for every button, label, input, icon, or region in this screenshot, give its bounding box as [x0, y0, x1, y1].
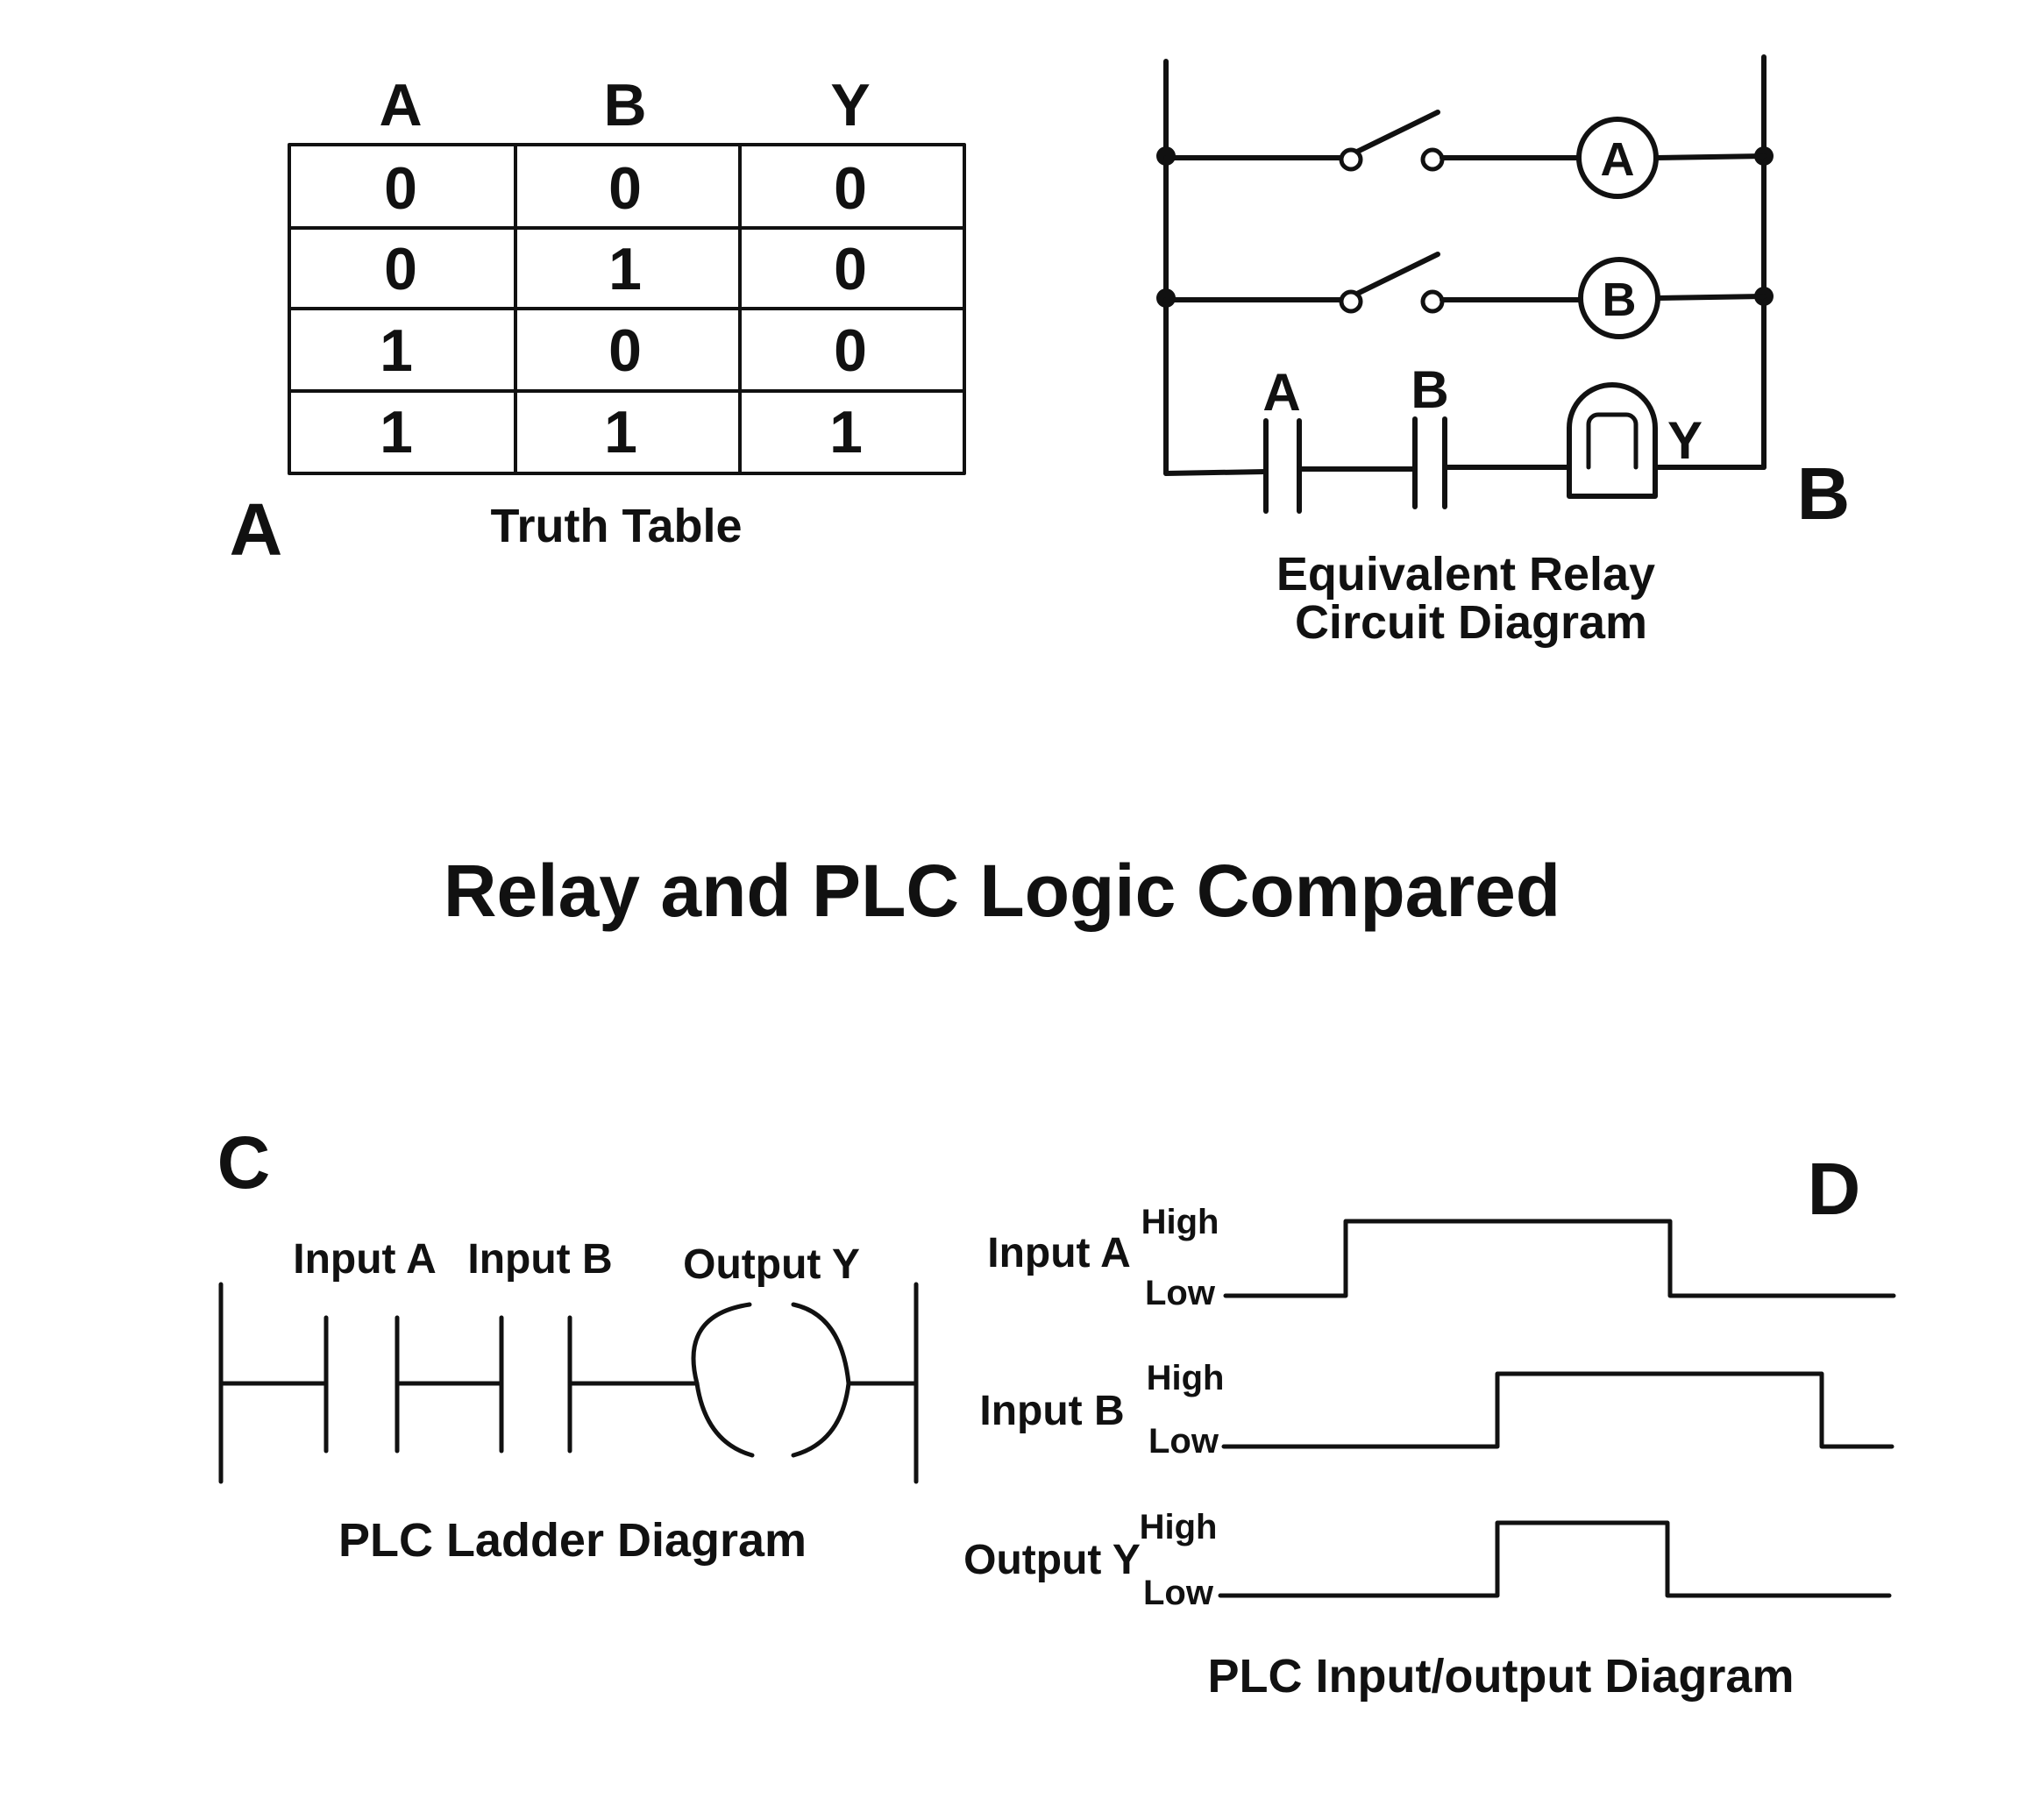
truth-table-cell: 0 [384, 155, 417, 222]
switch-terminal [1339, 147, 1363, 172]
lamp-y-label: Y [1667, 411, 1703, 470]
truth-table-header-a: A [379, 72, 422, 139]
ladder-caption: PLC Ladder Diagram [338, 1514, 807, 1567]
relay-contact-b-label: B [1411, 360, 1448, 419]
ladder-diagram-panel: C Input A Input B Output Y PLC Ladder Di… [217, 1121, 919, 1567]
truth-table-cell: 0 [384, 236, 417, 302]
relay-coil-b-label: B [1603, 274, 1637, 326]
relay-rung-3 [1163, 382, 1767, 514]
truth-table-cell: 0 [834, 236, 867, 302]
switch-terminal [1420, 147, 1445, 172]
switch-terminal [1420, 289, 1445, 314]
ladder-output-y-label: Output Y [683, 1241, 860, 1288]
truth-table-cell: 1 [380, 399, 413, 466]
page-title: Relay and PLC Logic Compared [444, 850, 1560, 932]
truth-table-grid [288, 143, 966, 475]
truth-table-cell: 1 [829, 399, 863, 466]
ladder-coil-y-left [691, 1302, 755, 1458]
signal-output-y-waveform [1218, 1520, 1892, 1598]
signal-output-y-label: Output Y [963, 1537, 1141, 1583]
wire [1163, 469, 1269, 476]
truth-table-cell: 0 [834, 155, 867, 222]
signal-input-a-waveform [1223, 1219, 1896, 1298]
truth-table-cell: 0 [608, 317, 642, 384]
switch-a-blade [1354, 110, 1440, 154]
signal-high-label: High [1147, 1359, 1225, 1397]
ladder-input-a-label: Input A [293, 1236, 437, 1283]
relay-coil-a-label: A [1601, 133, 1635, 186]
truth-table-cell: 1 [380, 317, 413, 384]
truth-table-caption: Truth Table [490, 500, 742, 552]
relay-circuit-panel: A B A B Y B [1156, 54, 1851, 649]
lamp-icon [1567, 382, 1658, 499]
io-diagram-panel: D Input A High Low Input B High Low Outp… [963, 1148, 1896, 1703]
ladder-input-b-label: Input B [467, 1236, 612, 1283]
signal-low-label: Low [1143, 1574, 1214, 1612]
wire [1653, 153, 1767, 160]
relay-caption-line-2: Circuit Diagram [1295, 596, 1647, 649]
truth-table-cell: 1 [608, 236, 642, 302]
panel-letter-d: D [1808, 1148, 1861, 1230]
signal-input-a-label: Input A [987, 1230, 1131, 1276]
truth-table-cell: 0 [608, 155, 642, 222]
truth-table-cell: 0 [834, 317, 867, 384]
wire [1655, 294, 1767, 301]
panel-letter-b: B [1797, 452, 1851, 535]
lamp-filament [1586, 412, 1639, 470]
truth-table-header-b: B [603, 72, 646, 139]
panel-letter-a: A [230, 488, 283, 571]
relay-contact-a-label: A [1262, 363, 1300, 422]
signal-input-b-label: Input B [979, 1388, 1124, 1434]
relay-rung-1 [1156, 110, 1774, 199]
signal-low-label: Low [1148, 1422, 1219, 1461]
panel-letter-c: C [217, 1121, 271, 1204]
signal-high-label: High [1141, 1203, 1219, 1241]
relay-caption-line-1: Equivalent Relay [1276, 548, 1655, 601]
io-caption: PLC Input/output Diagram [1208, 1650, 1795, 1703]
relay-rung-2 [1156, 252, 1774, 339]
signal-low-label: Low [1145, 1274, 1216, 1312]
truth-table-panel: A B Y 0 0 0 0 1 0 1 0 0 1 1 1 A Truth Ta… [230, 72, 966, 571]
ladder-coil-y-right [791, 1302, 851, 1458]
switch-b-blade [1354, 252, 1440, 296]
truth-table-header-y: Y [830, 72, 870, 139]
truth-table-cell: 1 [604, 399, 637, 466]
signal-high-label: High [1140, 1508, 1218, 1546]
switch-terminal [1339, 289, 1363, 314]
signal-input-b-waveform [1221, 1371, 1894, 1449]
